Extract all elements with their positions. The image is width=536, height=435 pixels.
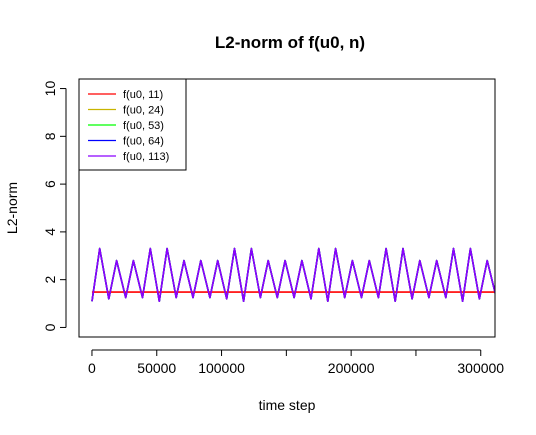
y-tick-label: 8 (42, 132, 58, 140)
legend-label: f(u0, 53) (123, 120, 164, 132)
series-line (92, 249, 504, 302)
y-tick-label: 4 (42, 228, 58, 236)
x-axis: 0 50000 100000 200000 300000 (88, 350, 504, 376)
y-axis: 0 2 4 6 8 10 (42, 81, 66, 332)
y-tick-label: 10 (42, 81, 58, 97)
x-axis-label: time step (259, 397, 316, 413)
series-line (92, 249, 504, 302)
legend: f(u0, 11) f(u0, 24) f(u0, 53) f(u0, 64) f(u0… (79, 79, 186, 170)
series-line (92, 249, 504, 302)
legend-label: f(u0, 24) (123, 105, 164, 117)
x-tick-label: 100000 (198, 360, 245, 376)
x-tick-label: 50000 (137, 360, 176, 376)
chart-title: L2-norm of f(u0, n) (215, 33, 365, 52)
legend-label: f(u0, 11) (123, 89, 163, 101)
x-tick-label: 0 (88, 360, 96, 376)
legend-label: f(u0, 64) (123, 136, 164, 148)
x-tick-label: 200000 (328, 360, 375, 376)
x-tick-label: 300000 (457, 360, 504, 376)
y-tick-label: 6 (42, 180, 58, 188)
y-tick-label: 2 (42, 276, 58, 284)
y-axis-label: L2-norm (4, 182, 20, 234)
y-tick-label: 0 (42, 323, 58, 331)
series-line (92, 249, 504, 302)
series-layer (92, 249, 504, 302)
legend-label: f(u0, 113) (123, 151, 169, 163)
